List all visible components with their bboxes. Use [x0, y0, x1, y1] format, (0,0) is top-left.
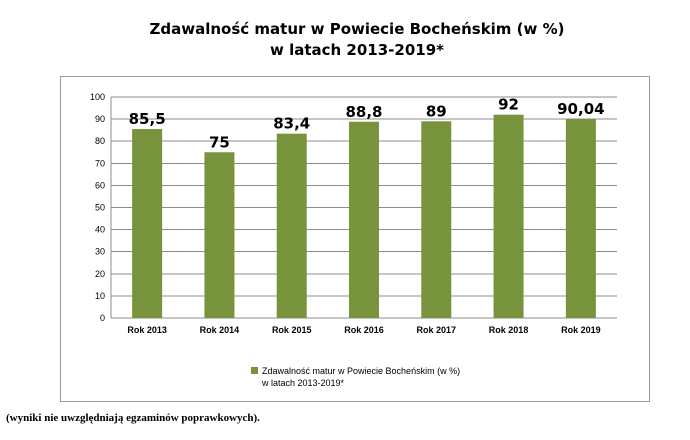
bar-7 [565, 119, 596, 318]
y-tick-label-60: 60 [95, 180, 105, 190]
x-tick-label-6: Rok 2018 [489, 325, 529, 335]
legend-label: Zdawalność matur w Powiecie Bocheńskim (… [262, 365, 492, 389]
chart-legend: Zdawalność matur w Powiecie Bocheńskim (… [251, 365, 492, 389]
data-label-4: 88,8 [345, 103, 382, 121]
bar-5 [421, 121, 452, 318]
y-tick-label-10: 10 [95, 291, 105, 301]
data-label-7: 90,04 [557, 100, 604, 118]
bar-2 [204, 152, 235, 318]
data-label-2: 75 [209, 133, 230, 151]
chart-title-line-1: Zdawalność matur w Powiecie Bocheńskim (… [149, 20, 565, 38]
x-tick-label-2: Rok 2014 [200, 325, 240, 335]
y-tick-label-90: 90 [95, 114, 105, 124]
x-tick-label-7: Rok 2019 [561, 325, 601, 335]
x-tick-label-1: Rok 2013 [127, 325, 167, 335]
y-tick-label-80: 80 [95, 136, 105, 146]
y-tick-label-0: 0 [100, 313, 105, 323]
bar-4 [349, 121, 379, 318]
x-tick-label-3: Rok 2015 [272, 325, 312, 335]
legend-label-line-2: w latach 2013-2019* [262, 378, 345, 388]
chart-title-line-2: w latach 2013-2019* [270, 41, 444, 59]
data-label-5: 89 [426, 102, 447, 120]
bar-3 [276, 133, 307, 318]
bar-1 [132, 129, 163, 318]
chart-area: 0 10 20 30 40 50 60 70 80 90 100 85,5 Rok 2013 75 Rok … [60, 76, 650, 402]
x-tick-label-5: Rok 2017 [417, 325, 457, 335]
x-tick-label-4: Rok 2016 [344, 325, 384, 335]
legend-swatch [251, 367, 258, 374]
data-label-3: 83,4 [273, 115, 310, 133]
y-tick-label-30: 30 [95, 247, 105, 257]
data-label-6: 92 [498, 96, 519, 114]
legend-label-line-1: Zdawalność matur w Powiecie Bocheńskim (… [262, 366, 461, 376]
bar-6 [493, 114, 524, 319]
y-tick-label-70: 70 [95, 158, 105, 168]
footnote: (wyniki nie uwzględniają egzaminów popra… [6, 412, 260, 424]
bar-chart: 0 10 20 30 40 50 60 70 80 90 100 85,5 Rok 2013 75 Rok … [90, 92, 617, 335]
y-tick-label-100: 100 [90, 92, 105, 102]
y-tick-label-20: 20 [95, 269, 105, 279]
y-tick-label-50: 50 [95, 203, 105, 213]
y-tick-label-40: 40 [95, 225, 105, 235]
data-label-1: 85,5 [129, 110, 166, 128]
